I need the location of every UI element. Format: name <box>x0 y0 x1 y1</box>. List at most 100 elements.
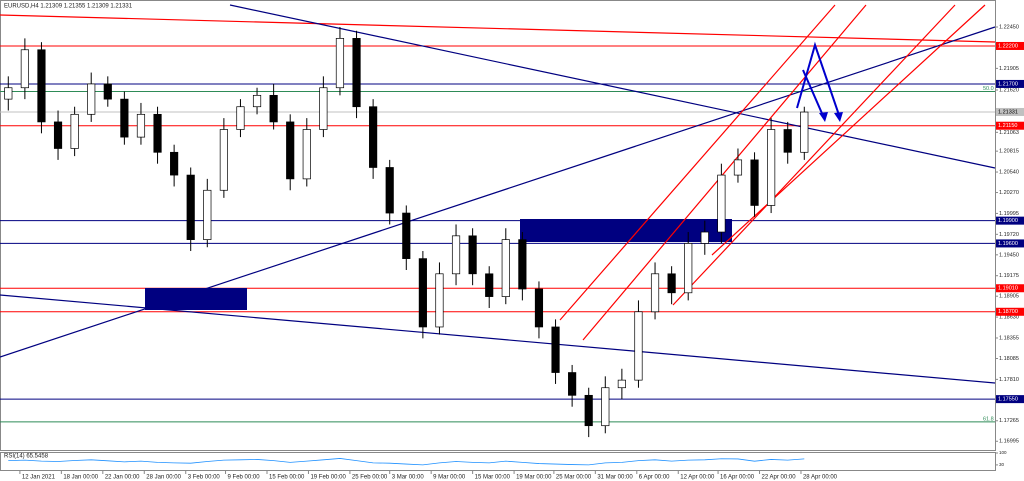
x-tick-label: 9 Mar 00:00 <box>433 475 466 481</box>
candle-body <box>186 174 195 240</box>
level-tag <box>996 121 1024 130</box>
x-tick-label: 25 Feb 00:00 <box>352 475 388 481</box>
x-tick-label: 22 Jan 00:00 <box>105 475 140 481</box>
candle-body <box>87 83 96 115</box>
y-tick-label: 1.18905 <box>999 294 1019 300</box>
candle-body <box>485 273 494 297</box>
level-label: 1.17550 <box>998 397 1018 403</box>
y-tick-label: 1.21905 <box>999 66 1019 72</box>
candle-body <box>601 387 610 427</box>
candle-body <box>153 113 162 153</box>
candle-body <box>170 151 179 176</box>
candle-body <box>451 235 461 275</box>
x-tick-label: 9 Feb 00:00 <box>228 475 261 481</box>
candle-body <box>369 106 378 168</box>
candle-body <box>402 212 411 259</box>
fib-label: 50.0 <box>983 86 994 92</box>
candle-body <box>650 273 660 313</box>
rsi-frame <box>0 452 996 471</box>
level-tag <box>996 307 1024 316</box>
level-label: 1.19600 <box>998 241 1018 247</box>
y-tick-label: 1.21063 <box>999 130 1019 136</box>
y-tick-label: 1.17265 <box>999 418 1019 424</box>
y-tick-label: 1.19720 <box>999 232 1019 238</box>
candle-body <box>385 167 394 214</box>
y-tick-label: 1.18085 <box>999 356 1019 362</box>
channel-line <box>559 4 836 321</box>
level-tag <box>996 395 1024 404</box>
y-tick-label: 1.19175 <box>999 273 1019 279</box>
rsi-tick-label: 30 <box>999 462 1005 467</box>
candle-body <box>568 372 577 396</box>
candle-body <box>700 231 709 244</box>
candle-body <box>534 288 544 328</box>
x-tick-label: 15 Feb 00:00 <box>269 475 305 481</box>
x-tick-label: 18 Jan 00:00 <box>63 475 98 481</box>
y-tick-label: 1.18355 <box>999 335 1019 341</box>
y-tick-label: 1.20540 <box>999 169 1019 175</box>
zone <box>520 219 732 242</box>
y-tick-label: 1.19450 <box>999 252 1019 258</box>
rsi-tick-label: 100 <box>999 450 1007 455</box>
y-tick-label: 1.17810 <box>999 377 1019 383</box>
level-tag <box>996 41 1024 50</box>
candle-body <box>319 87 328 130</box>
y-tick-label: 1.20270 <box>999 190 1019 196</box>
candle-body <box>4 87 13 100</box>
channel-line <box>582 4 867 341</box>
candle-body <box>750 159 759 206</box>
candle-body <box>352 38 361 108</box>
x-tick-label: 19 Mar 00:00 <box>516 475 552 481</box>
x-tick-label: 22 Apr 00:00 <box>762 475 797 481</box>
candle-body <box>684 243 693 294</box>
level-tag <box>996 216 1024 225</box>
candle-body <box>468 235 477 275</box>
level-label: 1.19900 <box>998 218 1018 224</box>
arrow-head <box>819 112 828 122</box>
y-tick-label: 1.21620 <box>999 87 1019 93</box>
trend-line <box>0 14 996 43</box>
candle-body <box>120 98 129 138</box>
drawings <box>0 4 996 384</box>
x-tick-label: 28 Apr 00:00 <box>803 475 838 481</box>
rsi-label: RSI(14) 65.5458 <box>4 454 49 460</box>
level-tag <box>996 239 1024 248</box>
candle-body <box>800 111 809 153</box>
candle-body <box>667 273 676 294</box>
rsi-line <box>8 458 805 466</box>
arrow-head <box>834 112 843 122</box>
chart-title: EURUSD,H4 1.21309 1.21355 1.21309 1.2133… <box>4 4 133 10</box>
arrow-path <box>796 41 841 119</box>
y-tick-label: 1.20815 <box>999 149 1019 155</box>
trend-line <box>0 26 996 358</box>
candle-body <box>617 379 626 389</box>
main-frame <box>0 0 996 451</box>
candle-body <box>518 239 527 290</box>
channel-line <box>672 4 956 306</box>
x-tick-label: 16 Apr 00:00 <box>720 475 755 481</box>
level-label: 1.22200 <box>998 43 1018 49</box>
y-tick-label: 1.16995 <box>999 439 1019 445</box>
candle-body <box>717 174 726 233</box>
x-tick-label: 31 Mar 00:00 <box>597 475 633 481</box>
candle-body <box>302 129 311 180</box>
candle-body <box>203 189 212 240</box>
x-tick-label: 28 Jan 00:00 <box>146 475 181 481</box>
level-label: 1.21150 <box>998 123 1017 129</box>
candle-body <box>551 326 560 373</box>
y-tick-label: 1.19995 <box>999 211 1019 217</box>
candle-body <box>634 311 643 381</box>
trend-line <box>0 294 996 384</box>
candle-body <box>418 258 427 328</box>
level-tag <box>996 107 1024 116</box>
level-label: 1.18700 <box>998 309 1018 315</box>
level-label: 1.21700 <box>998 81 1018 87</box>
x-tick-label: 15 Mar 00:00 <box>475 475 511 481</box>
x-tick-label: 12 Jan 2021 <box>22 475 56 481</box>
candle-body <box>286 121 295 180</box>
candle-body <box>53 121 63 149</box>
candle-body <box>269 94 278 123</box>
zone <box>145 288 247 310</box>
